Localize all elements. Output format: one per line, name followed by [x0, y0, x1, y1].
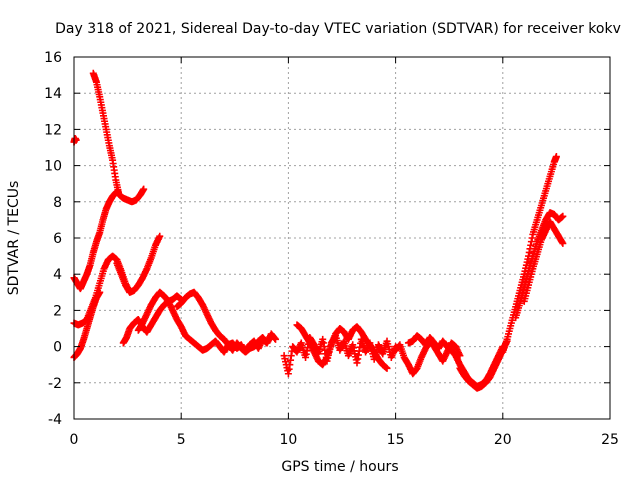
series-arc-c: [70, 187, 122, 293]
x-axis-label: GPS time / hours: [281, 459, 398, 475]
data-point: [559, 212, 567, 220]
data-point: [559, 239, 567, 247]
y-tick-label: 6: [53, 231, 62, 247]
x-tick-label: 10: [279, 432, 297, 448]
series-arc-b: [70, 134, 80, 146]
x-tick-label: 20: [494, 432, 512, 448]
x-tick-label: 0: [70, 432, 79, 448]
series-arc-o: [499, 153, 560, 356]
series-arc-a: [89, 69, 148, 206]
series-arc-f: [113, 232, 164, 296]
data-point: [272, 335, 280, 343]
y-tick-label: 16: [44, 50, 62, 66]
axis-ticks: 0 5 10 15 20 25 -4 -2 0 2 4 6 8 10 12 14 16: [44, 50, 619, 448]
x-tick-label: 15: [387, 432, 405, 448]
series-arc-n: [456, 337, 511, 392]
y-tick-label: 14: [44, 86, 62, 102]
chart-title: Day 318 of 2021, Sidereal Day-to-day VTE…: [55, 21, 621, 37]
y-axis-label: SDTVAR / TECUs: [6, 181, 22, 296]
y-tick-label: 12: [44, 122, 62, 138]
x-tick-label: 5: [177, 432, 186, 448]
y-tick-label: 2: [53, 303, 62, 319]
y-tick-label: 10: [44, 159, 62, 175]
data-point: [552, 153, 560, 161]
y-tick-label: -4: [48, 412, 62, 428]
series-arc-i: [173, 288, 280, 356]
data-point: [114, 187, 122, 195]
series-arc-k: [293, 321, 391, 372]
y-tick-label: 4: [53, 267, 62, 283]
data-points: [70, 69, 567, 392]
data-point: [383, 364, 391, 372]
x-tick-label: 25: [601, 432, 619, 448]
series-arc-q: [520, 218, 567, 305]
series-arc-p: [512, 209, 567, 322]
data-point: [156, 232, 164, 240]
y-tick-label: 0: [53, 340, 62, 356]
data-point: [140, 185, 148, 193]
y-tick-label: 8: [53, 195, 62, 211]
y-tick-label: -2: [48, 376, 62, 392]
data-point: [96, 288, 104, 296]
